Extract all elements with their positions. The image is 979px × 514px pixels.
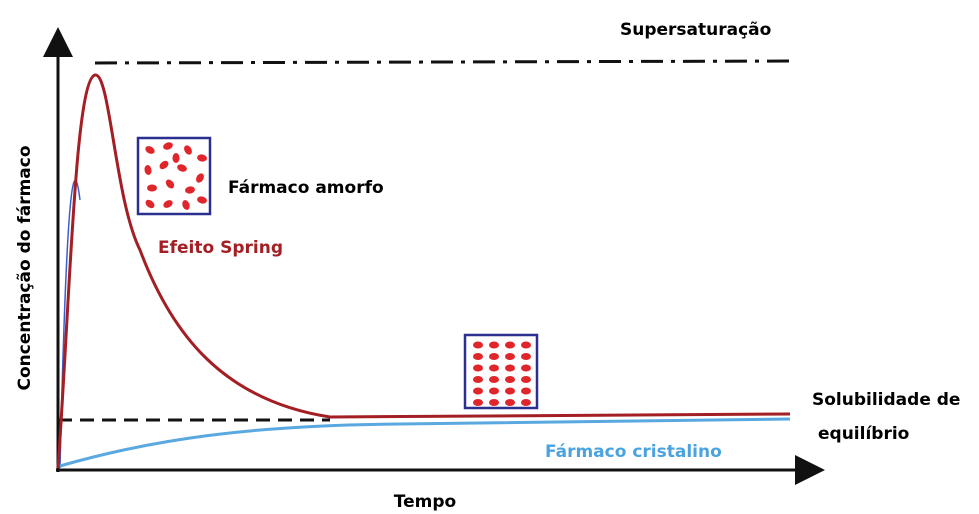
supersaturation-line [94, 59, 793, 65]
particle [521, 353, 531, 360]
particle [172, 153, 180, 163]
equilibrium-label: equilíbrio [818, 424, 909, 444]
particle [147, 184, 157, 192]
particle [184, 145, 192, 155]
particle [473, 376, 483, 383]
particle [145, 199, 155, 209]
particle [182, 200, 190, 210]
particle [177, 164, 187, 172]
crystalline-curve [59, 417, 791, 468]
particle [473, 341, 483, 349]
particle [473, 387, 483, 395]
particles [144, 142, 531, 406]
amorphous-curve [56, 73, 791, 469]
particle [505, 341, 515, 349]
spring-label: Efeito Spring [158, 238, 283, 258]
particle [521, 341, 531, 349]
particle [505, 376, 515, 383]
particle [505, 353, 515, 360]
particle [489, 364, 499, 372]
supersaturation-label: Supersaturação [620, 20, 771, 40]
particle [489, 341, 499, 349]
particle [159, 160, 169, 170]
particle [489, 387, 499, 395]
particle [489, 376, 499, 383]
amorphous-label: Fármaco amorfo [228, 178, 384, 198]
particle [521, 387, 531, 395]
particle [144, 165, 152, 175]
particle [163, 200, 173, 208]
particle [196, 173, 204, 183]
crystalline-label: Fármaco cristalino [545, 442, 722, 462]
blue-rise [59, 179, 81, 469]
particle [473, 353, 483, 360]
particle [505, 399, 515, 406]
particle [197, 154, 207, 162]
particle [165, 179, 175, 189]
particle [505, 387, 515, 395]
particle [521, 376, 531, 383]
particle [145, 146, 155, 154]
y-axis-label: Concentração do fármaco [15, 145, 35, 390]
particle [473, 364, 483, 372]
particle [473, 399, 483, 406]
particle [197, 196, 207, 204]
equilibrium-label: Solubilidade de [812, 390, 960, 410]
particle [489, 353, 499, 360]
particle [505, 364, 515, 372]
particle [163, 142, 173, 150]
particle [521, 399, 531, 406]
x-axis-label: Tempo [394, 492, 456, 512]
particle [185, 186, 195, 194]
particle [521, 364, 531, 372]
particle [489, 399, 499, 406]
